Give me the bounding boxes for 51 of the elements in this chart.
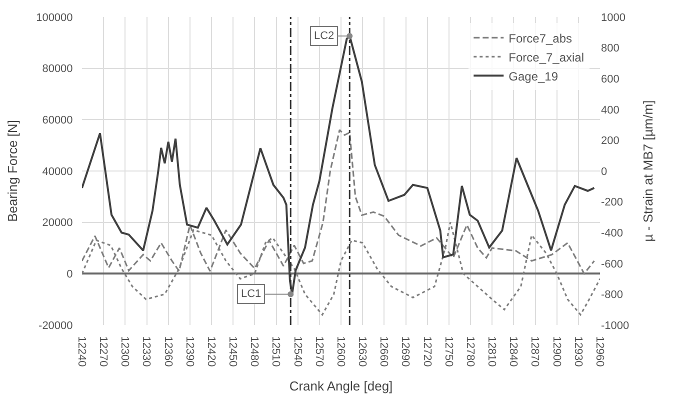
y2-tick-label: 800 (601, 42, 620, 55)
x-tick-label: 12270 (97, 336, 110, 367)
x-tick-label: 12780 (464, 336, 476, 367)
x-tick-label: 12330 (140, 336, 152, 367)
x-tick-label: 12810 (486, 336, 498, 367)
y2-tick-label: -800 (601, 289, 624, 302)
legend-label: Force7_abs (508, 31, 572, 46)
x-tick-label: 12540 (291, 336, 304, 367)
x-tick-label: 12870 (528, 336, 541, 367)
x-tick-label: 12720 (420, 336, 433, 367)
y-tick-label: 20000 (42, 217, 73, 230)
legend-label: Force_7_axial (508, 50, 584, 64)
y2-tick-label: 0 (601, 166, 608, 178)
x-tick-label: 12960 (593, 336, 606, 367)
x-tick-label: 12300 (118, 336, 131, 367)
y2-tick-label: 1000 (601, 12, 626, 24)
x-tick-label: 12750 (442, 336, 454, 367)
y-tick-label: 80000 (42, 63, 73, 76)
y2-tick-label: 400 (601, 104, 620, 116)
x-tick-label: 12360 (162, 336, 174, 367)
y2-tick-label: -200 (601, 196, 624, 209)
legend-label: Gage_19 (508, 69, 558, 84)
y2-axis-title: µ - Strain at MB7 [µm/m] (640, 100, 656, 242)
x-tick-label: 12450 (226, 336, 239, 367)
x-tick-label: 12240 (75, 336, 88, 367)
y2-tick-label: -400 (601, 227, 624, 240)
x-tick-label: 12600 (334, 336, 346, 367)
x-tick-label: 12840 (507, 336, 520, 367)
y2-tick-label: 600 (601, 73, 620, 86)
y-tick-label: 100000 (36, 12, 73, 24)
x-axis-title: Crank Angle [deg] (289, 378, 393, 394)
x-tick-label: 12630 (356, 336, 368, 367)
y-tick-label: 60000 (42, 114, 73, 127)
x-tick-label: 12690 (399, 336, 412, 367)
x-tick-label: 12660 (378, 336, 390, 367)
x-tick-label: 12900 (550, 336, 562, 367)
x-tick-label: 12390 (183, 336, 196, 367)
x-tick-label: 12570 (312, 336, 325, 367)
y-tick-label: 40000 (42, 166, 73, 178)
y2-tick-label: 200 (601, 135, 620, 148)
x-tick-label: 12510 (270, 336, 282, 367)
y-axis-title: Bearing Force [N] (5, 120, 20, 222)
x-tick-label: 12480 (248, 336, 260, 367)
annotation: LC1 (241, 288, 262, 300)
x-tick-label: 12930 (572, 336, 584, 367)
y2-tick-label: -600 (601, 258, 624, 270)
y-tick-label: 0 (66, 268, 73, 281)
y-tick-label: -20000 (38, 320, 73, 332)
annotation: LC2 (314, 30, 334, 42)
x-tick-label: 12420 (204, 336, 217, 367)
y2-tick-label: -1000 (601, 320, 630, 332)
